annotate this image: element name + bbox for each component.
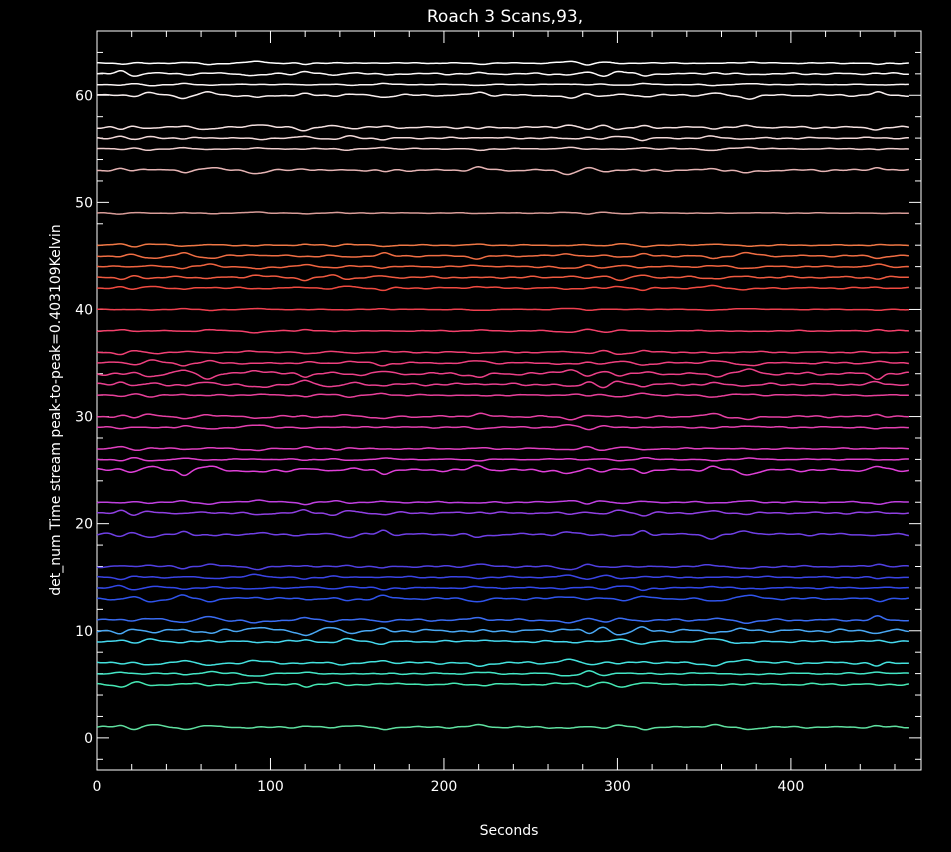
series-line bbox=[96, 263, 909, 270]
series-line bbox=[96, 615, 909, 625]
series-line bbox=[96, 135, 909, 142]
series-line bbox=[96, 445, 909, 452]
series-line bbox=[96, 392, 909, 398]
x-tick-label: 100 bbox=[257, 779, 284, 795]
series-line bbox=[97, 284, 909, 292]
series-line bbox=[97, 166, 909, 176]
series-line bbox=[97, 124, 910, 132]
plot-frame bbox=[96, 30, 922, 771]
series-line bbox=[96, 658, 909, 668]
series-line bbox=[96, 60, 909, 66]
series-line bbox=[96, 563, 909, 571]
series-line bbox=[96, 90, 909, 100]
series-line bbox=[96, 723, 909, 731]
series-line bbox=[96, 456, 909, 462]
series-line bbox=[97, 274, 909, 282]
series-line bbox=[96, 328, 909, 334]
series-line bbox=[96, 242, 909, 248]
series-line bbox=[96, 499, 909, 506]
series-line bbox=[97, 584, 909, 592]
series-line bbox=[96, 69, 909, 77]
series-line bbox=[96, 681, 910, 688]
series-line bbox=[96, 368, 909, 381]
x-tick-label: 400 bbox=[778, 779, 805, 795]
x-tick-label: 200 bbox=[431, 779, 458, 795]
axis-ticks: 0 100 200 300 400 0 10 20 30 40 50 60 bbox=[75, 31, 921, 795]
series-line bbox=[96, 412, 909, 421]
x-axis-label: Seconds bbox=[480, 823, 539, 839]
x-tick-label: 0 bbox=[93, 779, 102, 795]
y-tick-label: 30 bbox=[75, 410, 93, 426]
x-tick-label: 300 bbox=[604, 779, 631, 795]
series-line bbox=[96, 594, 910, 603]
y-tick-label: 20 bbox=[75, 517, 93, 533]
y-tick-label: 10 bbox=[75, 624, 93, 640]
series-line bbox=[96, 146, 909, 152]
series-line bbox=[97, 464, 910, 477]
y-axis-label: det_num Time stream peak-to-peak=0.40310… bbox=[48, 224, 64, 595]
series-line bbox=[96, 349, 909, 356]
series-line bbox=[96, 626, 909, 637]
chart-title: Roach 3 Scans,93, bbox=[427, 7, 583, 27]
series-line bbox=[97, 670, 909, 677]
series-line bbox=[96, 637, 909, 646]
y-tick-label: 0 bbox=[84, 731, 93, 747]
series-line bbox=[96, 211, 909, 215]
y-tick-label: 40 bbox=[75, 302, 93, 318]
series-layer bbox=[96, 60, 910, 731]
series-line bbox=[96, 82, 909, 87]
series-line bbox=[96, 529, 910, 540]
series-line bbox=[96, 251, 909, 260]
series-line bbox=[97, 307, 909, 312]
series-line bbox=[97, 509, 910, 517]
series-line bbox=[96, 379, 910, 389]
series-line bbox=[96, 359, 910, 367]
series-line bbox=[96, 573, 909, 581]
y-tick-label: 60 bbox=[75, 88, 93, 104]
series-line bbox=[97, 424, 909, 431]
y-tick-label: 50 bbox=[75, 195, 93, 211]
